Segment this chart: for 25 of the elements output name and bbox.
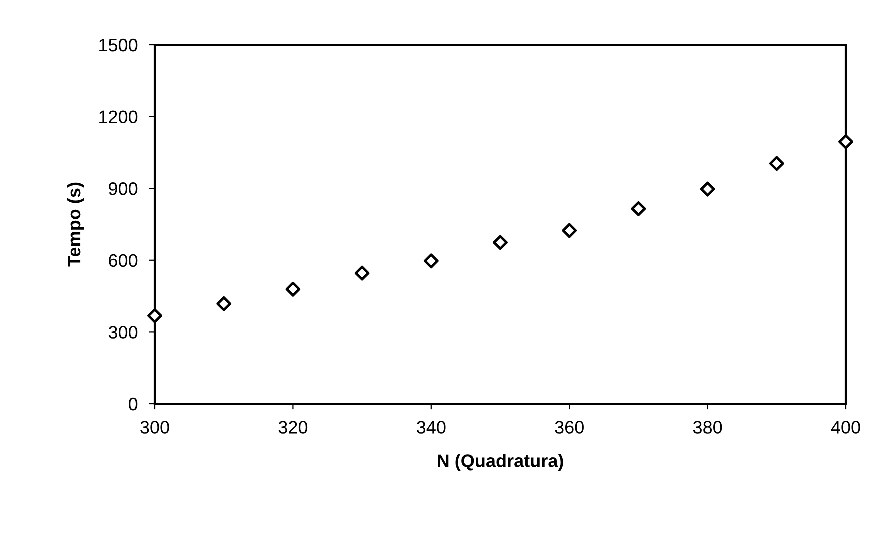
- x-tick-label: 320: [278, 421, 308, 434]
- x-tick-label: 340: [417, 421, 446, 434]
- x-tick-label: 400: [831, 421, 860, 434]
- point: [354, 266, 370, 281]
- point: [700, 182, 716, 197]
- point: [631, 201, 646, 216]
- point: [838, 134, 854, 150]
- y-tick-label: 1500: [100, 38, 138, 52]
- point: [769, 156, 784, 172]
- x-tick-label: 300: [140, 421, 170, 434]
- y-tick-label: 900: [109, 182, 138, 196]
- x-tick-label: 380: [693, 421, 722, 434]
- x-tick-label: 360: [555, 421, 584, 434]
- point: [424, 254, 439, 269]
- x-axis-title: N (Quadratura): [438, 454, 564, 471]
- y-axis-title: Tempo (s): [67, 182, 84, 267]
- point: [216, 296, 232, 312]
- y-tick-label: 300: [108, 326, 138, 339]
- point: [148, 308, 162, 324]
- y-tick-label: 0: [129, 398, 138, 411]
- point: [493, 235, 508, 250]
- point: [286, 282, 301, 297]
- y-tick-label: 1200: [100, 110, 138, 124]
- y-tick-label: 600: [109, 254, 138, 268]
- point: [562, 223, 578, 238]
